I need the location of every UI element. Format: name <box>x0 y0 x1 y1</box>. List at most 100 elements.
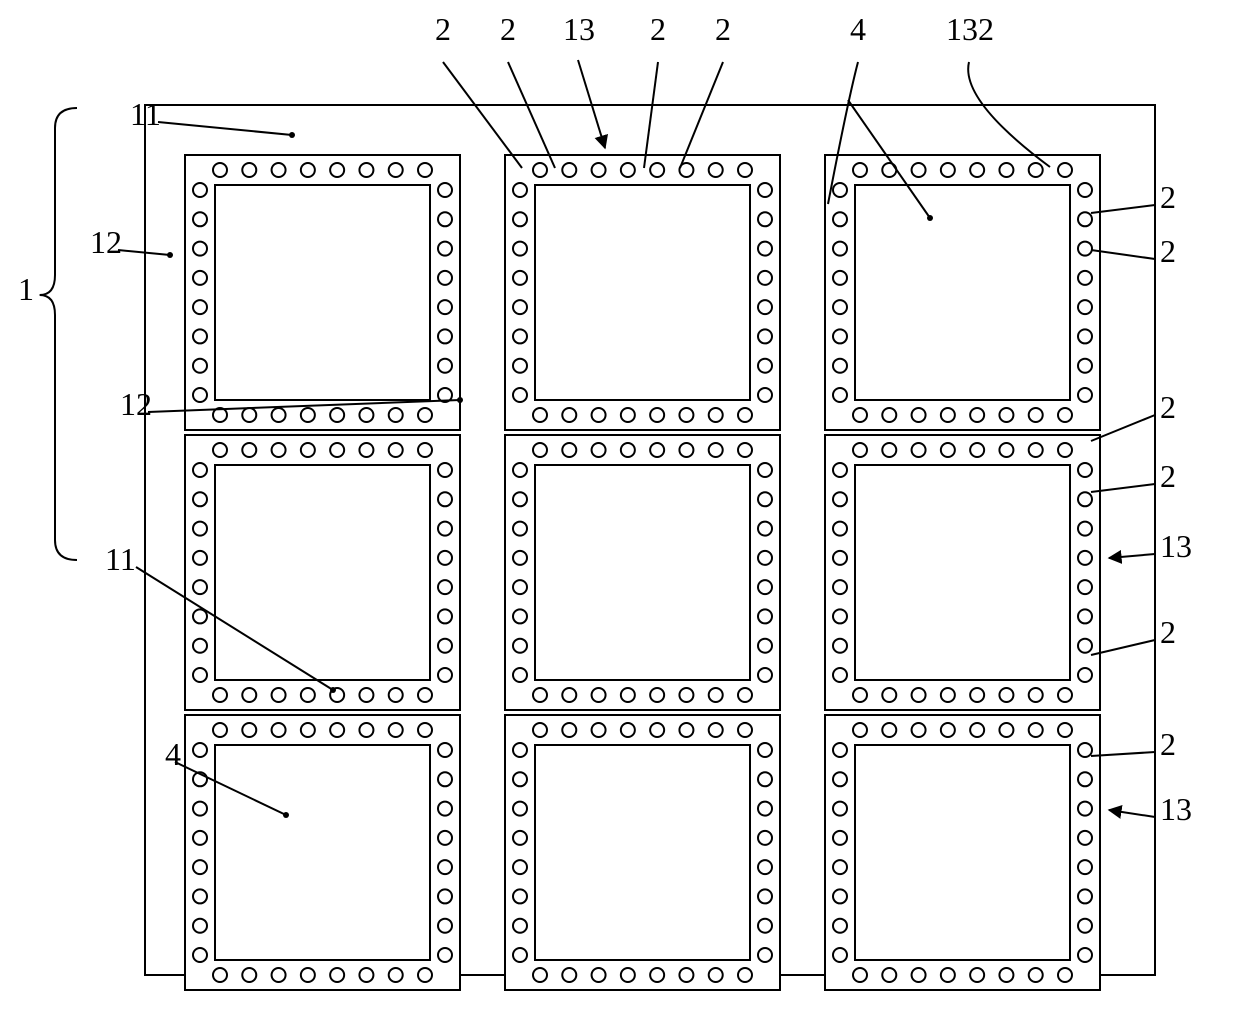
hole-icon <box>359 163 373 177</box>
partition-inner <box>215 745 430 960</box>
partition-inner <box>855 465 1070 680</box>
hole-icon <box>650 443 664 457</box>
reference-label: 2 <box>650 11 666 47</box>
hole-icon <box>882 408 896 422</box>
hole-icon <box>970 723 984 737</box>
hole-icon <box>833 860 847 874</box>
hole-icon <box>592 688 606 702</box>
hole-icon <box>1078 212 1092 226</box>
hole-icon <box>758 802 772 816</box>
hole-icon <box>912 968 926 982</box>
brace-icon <box>40 108 77 560</box>
partition-inner <box>535 745 750 960</box>
hole-icon <box>1029 443 1043 457</box>
hole-icon <box>758 609 772 623</box>
hole-icon <box>242 443 256 457</box>
hole-icon <box>242 723 256 737</box>
hole-icon <box>758 300 772 314</box>
hole-icon <box>301 163 315 177</box>
hole-icon <box>592 443 606 457</box>
partition-inner <box>535 185 750 400</box>
hole-icon <box>438 831 452 845</box>
hole-icon <box>1078 831 1092 845</box>
hole-icon <box>562 688 576 702</box>
hole-icon <box>1078 802 1092 816</box>
leader-dot-icon <box>457 397 463 403</box>
leader-dot-icon <box>289 132 295 138</box>
hole-icon <box>709 443 723 457</box>
hole-icon <box>882 968 896 982</box>
hole-icon <box>359 723 373 737</box>
hole-icon <box>562 163 576 177</box>
hole-icon <box>330 723 344 737</box>
hole-icon <box>389 408 403 422</box>
hole-icon <box>592 408 606 422</box>
hole-icon <box>438 359 452 373</box>
reference-label: 13 <box>1160 791 1192 827</box>
hole-icon <box>301 443 315 457</box>
hole-icon <box>999 968 1013 982</box>
hole-icon <box>438 271 452 285</box>
hole-icon <box>330 408 344 422</box>
hole-icon <box>679 723 693 737</box>
hole-icon <box>1078 329 1092 343</box>
hole-icon <box>438 609 452 623</box>
hole-icon <box>621 408 635 422</box>
hole-icon <box>970 408 984 422</box>
hole-icon <box>513 802 527 816</box>
hole-icon <box>709 163 723 177</box>
diagram-canvas: 111211211422132241322222132213 <box>0 0 1240 1011</box>
hole-icon <box>833 919 847 933</box>
hole-icon <box>272 163 286 177</box>
hole-icon <box>438 300 452 314</box>
hole-icon <box>758 271 772 285</box>
partition-inner <box>855 745 1070 960</box>
hole-icon <box>513 639 527 653</box>
hole-icon <box>513 772 527 786</box>
leader-dot-icon <box>167 252 173 258</box>
hole-icon <box>389 968 403 982</box>
hole-icon <box>1078 668 1092 682</box>
hole-icon <box>833 551 847 565</box>
hole-icon <box>833 212 847 226</box>
hole-icon <box>1078 639 1092 653</box>
hole-icon <box>882 443 896 457</box>
hole-icon <box>533 163 547 177</box>
hole-icon <box>438 772 452 786</box>
hole-icon <box>912 723 926 737</box>
hole-icon <box>912 443 926 457</box>
hole-icon <box>1058 688 1072 702</box>
hole-icon <box>193 609 207 623</box>
hole-icon <box>438 919 452 933</box>
hole-icon <box>758 668 772 682</box>
hole-icon <box>1078 463 1092 477</box>
hole-icon <box>999 443 1013 457</box>
reference-label: 4 <box>165 736 181 772</box>
hole-icon <box>999 408 1013 422</box>
hole-icon <box>621 688 635 702</box>
hole-icon <box>758 580 772 594</box>
hole-icon <box>1078 919 1092 933</box>
hole-icon <box>301 408 315 422</box>
hole-icon <box>621 163 635 177</box>
hole-icon <box>1058 723 1072 737</box>
hole-icon <box>758 551 772 565</box>
hole-icon <box>853 408 867 422</box>
hole-icon <box>193 802 207 816</box>
hole-icon <box>1078 609 1092 623</box>
hole-icon <box>438 802 452 816</box>
hole-icon <box>833 242 847 256</box>
hole-icon <box>621 443 635 457</box>
hole-icon <box>562 408 576 422</box>
hole-icon <box>193 639 207 653</box>
hole-icon <box>709 408 723 422</box>
hole-icon <box>533 408 547 422</box>
hole-icon <box>738 443 752 457</box>
hole-icon <box>389 443 403 457</box>
hole-icon <box>213 688 227 702</box>
hole-icon <box>438 329 452 343</box>
hole-icon <box>533 688 547 702</box>
hole-icon <box>833 609 847 623</box>
hole-icon <box>513 242 527 256</box>
hole-icon <box>1058 443 1072 457</box>
